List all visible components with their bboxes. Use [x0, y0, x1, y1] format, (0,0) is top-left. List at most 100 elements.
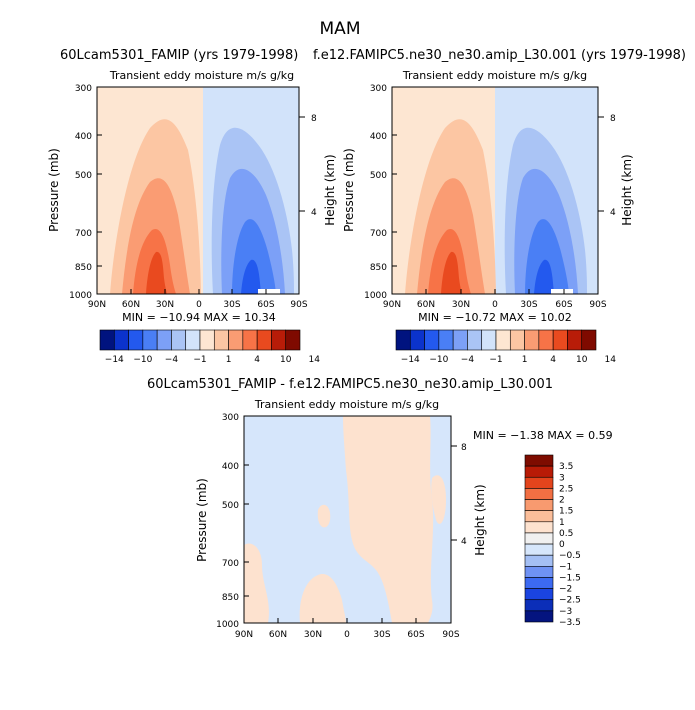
difference-ytick-1000: 1000 [216, 620, 239, 630]
left-colorbar-label-2: −4 [165, 355, 179, 365]
season-title: MAM [320, 19, 361, 39]
difference-panel: Transient eddy moisture m/s g/kg 300 400… [195, 398, 613, 640]
difference-minmax: MIN = −1.38 MAX = 0.59 [473, 429, 613, 442]
difference-ytick-300: 300 [222, 413, 239, 423]
left-colorbar-box-8 [213, 329, 229, 351]
left-ytick-700: 700 [75, 229, 92, 239]
right-ytick-500: 500 [370, 171, 387, 181]
right-colorbar: −14 −10 −4 −1 1 4 10 14 [395, 329, 616, 365]
right-ytick-300: 300 [370, 84, 387, 94]
left-x-ticks [96, 289, 300, 294]
left-colorbar-label-1: −10 [133, 355, 152, 365]
difference-x-ticks [243, 618, 452, 623]
right-height-axis-label: Height (km) [620, 154, 634, 225]
left-colorbar-box-6 [185, 329, 201, 351]
difference-colorbar-box-10 [524, 566, 554, 578]
right-ytick-700: 700 [370, 229, 387, 239]
left-ytick-400: 400 [75, 132, 92, 142]
right-colorbar-box-12 [567, 329, 583, 351]
left-colorbar-box-4 [156, 329, 172, 351]
difference-ytick-400: 400 [222, 462, 239, 472]
difference-colorbar-label-14: −3.5 [559, 618, 581, 628]
right-xtick-90N: 90N [383, 300, 401, 310]
difference-colorbar-label-1: 3 [559, 473, 565, 483]
left-ytick-500: 500 [75, 171, 92, 181]
left-colorbar-box-7 [199, 329, 215, 351]
difference-colorbar-label-9: −1 [559, 562, 572, 572]
difference-colorbar-label-5: 1 [559, 518, 565, 528]
difference-contour-pos-2 [244, 543, 269, 623]
left-xtick-30S: 30S [223, 300, 240, 310]
right-x-ticks [391, 289, 599, 294]
difference-ytick-850: 850 [222, 593, 239, 603]
right-topography-mask [551, 289, 573, 294]
left-colorbar-label-4: 1 [226, 355, 232, 365]
left-height-ticks [299, 116, 305, 212]
right-colorbar-box-8 [509, 329, 525, 351]
left-xtick-60S: 60S [257, 300, 274, 310]
right-ytick-1000: 1000 [364, 291, 387, 301]
left-minmax: MIN = −10.94 MAX = 10.34 [122, 311, 276, 324]
right-xtick-60S: 60S [555, 300, 572, 310]
right-height-tick-8: 8 [610, 114, 616, 124]
difference-contour-pos-5 [431, 475, 446, 524]
difference-contour-pos-4 [317, 504, 331, 528]
difference-colorbar-box-2 [524, 476, 554, 489]
difference-height-ticks [451, 445, 457, 541]
difference-colorbar-box-11 [524, 577, 554, 589]
difference-colorbar-label-13: −3 [559, 607, 572, 617]
difference-xtick-60N: 60N [269, 630, 287, 640]
difference-colorbar-box-12 [524, 588, 554, 601]
difference-y-axis-label: Pressure (mb) [195, 478, 209, 562]
difference-xtick-0: 0 [344, 630, 350, 640]
difference-height-tick-4: 4 [461, 537, 467, 547]
difference-colorbar-box-8 [524, 543, 554, 556]
right-colorbar-box-11 [552, 329, 568, 351]
right-colorbar-box-4 [452, 329, 468, 351]
right-xtick-30N: 30N [452, 300, 470, 310]
difference-colorbar: 3.532.5 21.510.50−0.5−1−1.5 −2−2.5−3−3.5 [524, 454, 581, 628]
left-colorbar: −14 −10 −4 −1 1 4 10 14 [99, 329, 321, 365]
right-colorbar-label-4: 1 [522, 355, 528, 365]
difference-colorbar-label-10: −1.5 [559, 573, 581, 583]
left-height-tick-4: 4 [311, 208, 317, 218]
left-colorbar-box-12 [271, 329, 287, 351]
difference-colorbar-box-9 [524, 554, 554, 567]
right-xtick-90S: 90S [589, 300, 606, 310]
left-colorbar-box-10 [242, 329, 258, 351]
difference-colorbar-label-8: −0.5 [559, 551, 581, 561]
left-panel: Transient eddy moisture m/s g/kg 300 400… [47, 69, 337, 365]
left-colorbar-label-0: −14 [105, 355, 124, 365]
right-xtick-0: 0 [492, 300, 498, 310]
right-colorbar-label-0: −14 [401, 355, 420, 365]
left-height-axis-label: Height (km) [323, 154, 337, 225]
left-colorbar-label-7: 14 [309, 355, 321, 365]
left-height-tick-8: 8 [311, 114, 317, 124]
left-colorbar-box-0 [99, 329, 115, 351]
difference-colorbar-box-1 [524, 465, 554, 478]
difference-colorbar-label-6: 0.5 [559, 529, 573, 539]
difference-colorbar-label-7: 0 [559, 540, 565, 550]
left-ytick-300: 300 [75, 84, 92, 94]
left-colorbar-box-1 [113, 329, 129, 351]
right-xtick-30S: 30S [520, 300, 537, 310]
difference-ytick-700: 700 [222, 559, 239, 569]
difference-colorbar-label-3: 2 [559, 496, 565, 506]
right-contour-neg-4 [534, 259, 554, 294]
left-colorbar-label-5: 4 [254, 355, 260, 365]
difference-xtick-90N: 90N [235, 630, 253, 640]
difference-ytick-500: 500 [222, 501, 239, 511]
left-xtick-90N: 90N [88, 300, 106, 310]
difference-title: 60Lcam5301_FAMIP - f.e12.FAMIPC5.ne30_ne… [147, 377, 553, 392]
right-height-tick-4: 4 [610, 208, 616, 218]
left-y-ticks [97, 86, 102, 295]
left-colorbar-box-2 [128, 329, 144, 351]
left-xtick-30N: 30N [156, 300, 174, 310]
right-colorbar-label-5: 4 [550, 355, 556, 365]
right-colorbar-box-7 [495, 329, 511, 351]
difference-xtick-60S: 60S [407, 630, 424, 640]
right-colorbar-label-2: −4 [461, 355, 475, 365]
difference-colorbar-label-12: −2.5 [559, 596, 581, 606]
difference-panel-subtitle: Transient eddy moisture m/s g/kg [254, 398, 439, 411]
